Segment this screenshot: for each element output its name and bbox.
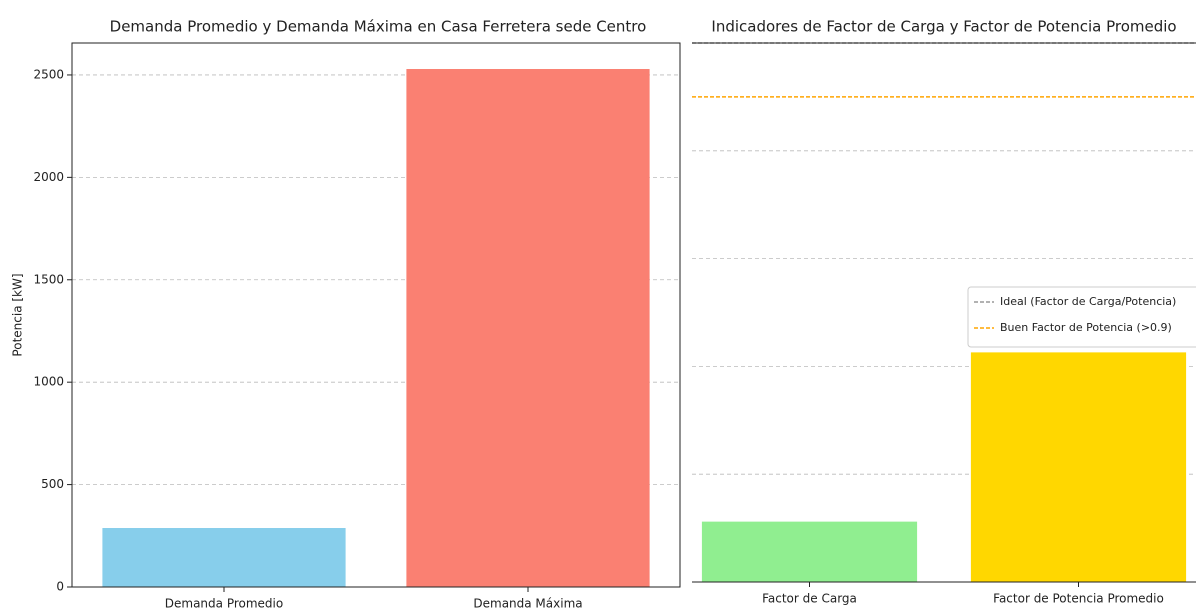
bar <box>970 352 1187 582</box>
x-tick-label: Demanda Máxima <box>473 597 582 611</box>
x-tick-label: Factor de Potencia Promedio <box>993 592 1164 606</box>
x-tick-label: Demanda Promedio <box>165 597 283 611</box>
y-tick-label: 2000 <box>33 170 64 184</box>
y-tick-label: 1500 <box>33 272 64 286</box>
x-tick-label: Factor de Carga <box>762 592 857 606</box>
y-tick-label: 0 <box>56 580 64 594</box>
y-axis-label: Potencia [kW] <box>11 273 25 356</box>
legend-label: Ideal (Factor de Carga/Potencia) <box>1000 295 1176 308</box>
y-tick-label: 500 <box>41 477 64 491</box>
legend-box <box>967 286 1196 348</box>
bar <box>701 521 918 582</box>
axes-frame <box>71 42 681 588</box>
y-tick-label: 1000 <box>33 375 64 389</box>
bar <box>406 69 650 588</box>
y-tick-label: 2500 <box>33 67 64 81</box>
legend-label: Buen Factor de Potencia (>0.9) <box>1000 321 1172 334</box>
chart-title: Indicadores de Factor de Carga y Factor … <box>711 18 1176 36</box>
bar <box>102 528 346 587</box>
chart-title: Demanda Promedio y Demanda Máxima en Cas… <box>110 18 647 36</box>
